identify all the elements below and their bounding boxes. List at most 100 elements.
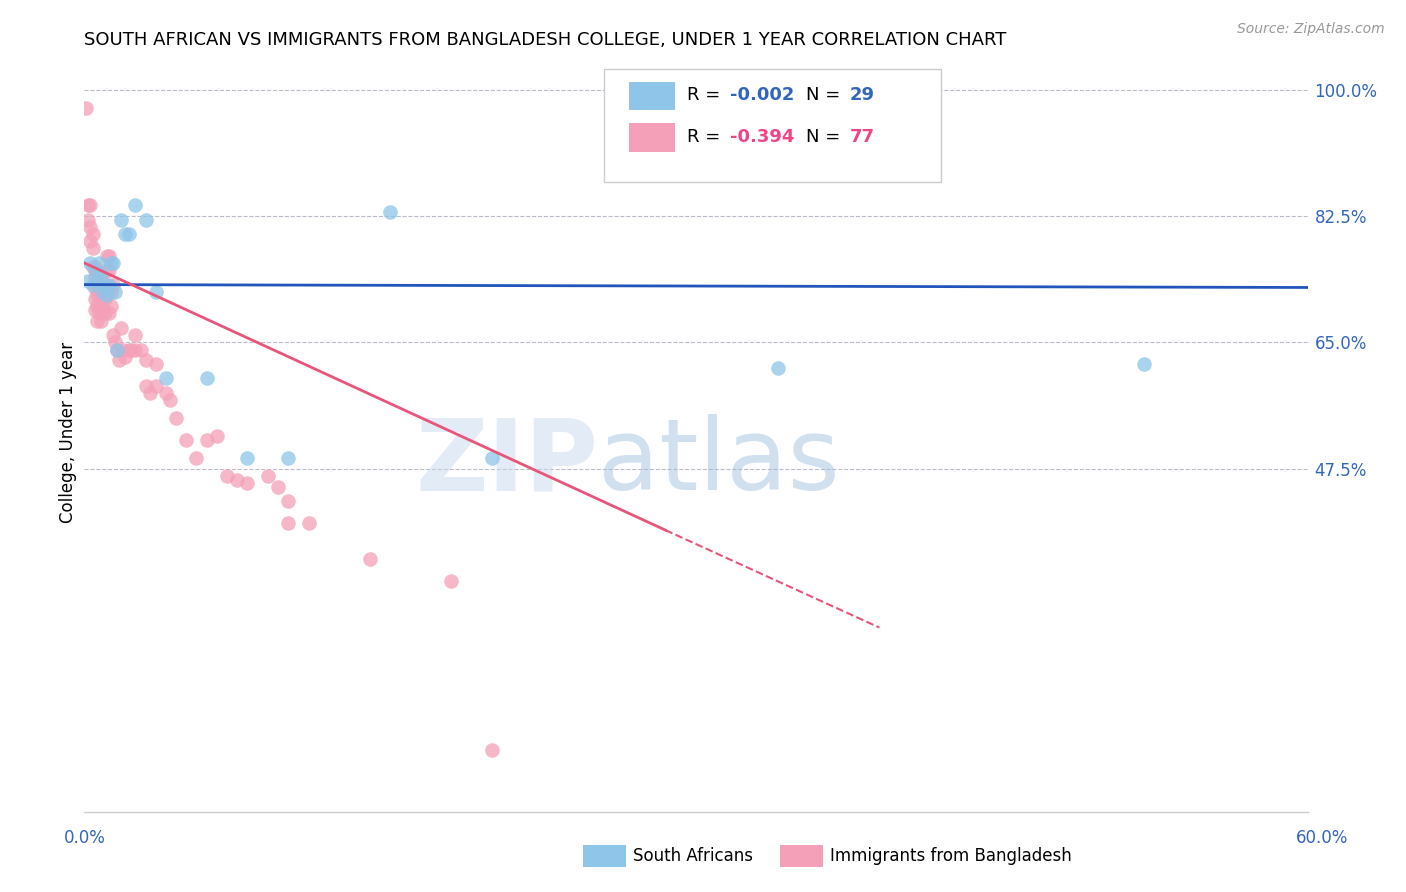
Point	[236, 476, 259, 491]
Point	[110, 212, 132, 227]
Text: Source: ZipAtlas.com: Source: ZipAtlas.com	[1237, 22, 1385, 37]
Point	[145, 378, 167, 392]
Point	[96, 288, 118, 302]
Point	[100, 299, 122, 313]
Point	[110, 321, 132, 335]
Point	[77, 212, 100, 227]
Point	[87, 306, 110, 320]
Point	[195, 433, 218, 447]
Point	[101, 328, 124, 343]
Text: 29: 29	[851, 87, 875, 104]
FancyBboxPatch shape	[628, 123, 675, 153]
Point	[83, 302, 105, 317]
Point	[481, 450, 503, 465]
Point	[118, 343, 141, 357]
Point	[86, 277, 108, 292]
Point	[124, 198, 146, 212]
Point	[120, 343, 142, 357]
Point	[77, 274, 100, 288]
Point	[165, 411, 187, 425]
Point	[145, 357, 167, 371]
FancyBboxPatch shape	[628, 81, 675, 111]
Point	[104, 285, 127, 299]
Point	[91, 285, 114, 299]
Point	[101, 256, 124, 270]
Point	[114, 350, 136, 364]
Point	[97, 263, 120, 277]
Point	[79, 256, 101, 270]
Point	[82, 277, 104, 292]
Point	[87, 274, 110, 288]
Point	[90, 267, 112, 281]
Point	[100, 285, 122, 299]
Point	[75, 101, 97, 115]
Point	[83, 281, 105, 295]
Point	[96, 249, 118, 263]
Text: R =: R =	[688, 87, 727, 104]
Text: -0.394: -0.394	[730, 128, 794, 146]
Point	[83, 263, 105, 277]
Point	[79, 198, 101, 212]
Text: ZIP: ZIP	[415, 415, 598, 511]
Point	[79, 234, 101, 248]
Point	[217, 469, 239, 483]
Point	[145, 285, 167, 299]
Text: 77: 77	[851, 128, 875, 146]
Point	[124, 343, 146, 357]
Point	[91, 302, 114, 317]
Point	[86, 274, 108, 288]
Point	[93, 277, 115, 292]
Point	[186, 450, 208, 465]
Point	[174, 433, 197, 447]
Point	[91, 288, 114, 302]
Point	[90, 270, 112, 285]
Point	[108, 353, 131, 368]
Point	[87, 256, 110, 270]
Point	[112, 343, 135, 357]
Text: 0.0%: 0.0%	[63, 830, 105, 847]
Point	[205, 429, 228, 443]
Point	[96, 263, 118, 277]
Point	[195, 371, 218, 385]
Point	[131, 343, 153, 357]
Text: N =: N =	[806, 87, 846, 104]
Point	[277, 516, 299, 530]
Point	[114, 227, 136, 241]
Point	[87, 295, 110, 310]
Point	[97, 249, 120, 263]
Point	[380, 205, 402, 219]
Text: atlas: atlas	[598, 415, 839, 511]
Point	[267, 480, 290, 494]
Point	[155, 385, 177, 400]
Point	[135, 212, 157, 227]
Point	[91, 277, 114, 292]
Point	[90, 299, 112, 313]
Point	[105, 343, 128, 357]
Point	[83, 292, 105, 306]
Text: South Africans: South Africans	[633, 847, 752, 865]
Point	[1133, 357, 1156, 371]
Point	[83, 270, 105, 285]
Point	[440, 574, 463, 588]
Point	[257, 469, 280, 483]
FancyBboxPatch shape	[605, 69, 941, 183]
Point	[226, 473, 249, 487]
Point	[93, 292, 115, 306]
Y-axis label: College, Under 1 year: College, Under 1 year	[59, 342, 77, 524]
Point	[97, 277, 120, 292]
Point	[159, 393, 181, 408]
Point	[86, 288, 108, 302]
Point	[100, 256, 122, 270]
Text: -0.002: -0.002	[730, 87, 794, 104]
Point	[96, 277, 118, 292]
Point	[82, 260, 104, 274]
Point	[104, 335, 127, 350]
Point	[83, 260, 105, 274]
Point	[236, 450, 259, 465]
Point	[135, 353, 157, 368]
Point	[86, 267, 108, 281]
Point	[298, 516, 321, 530]
Point	[82, 242, 104, 256]
Point	[124, 328, 146, 343]
Point	[277, 494, 299, 508]
